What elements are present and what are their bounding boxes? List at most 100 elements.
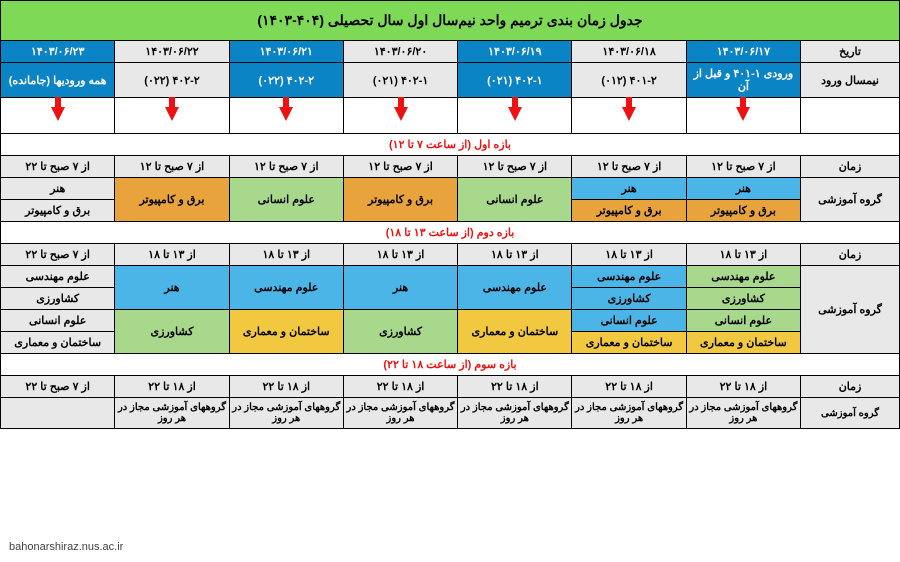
section-3-title: بازه سوم (از ساعت ۱۸ تا ۲۲) [1,354,900,376]
arrow-icon [508,107,522,121]
section-1-title: بازه اول (از ساعت ۷ تا ۱۲) [1,134,900,156]
arrow-icon [736,107,750,121]
date-3: ۱۴۰۳/۰۶/۲۰ [343,41,457,63]
s3-c6 [1,398,115,429]
date-1: ۱۴۰۳/۰۶/۱۸ [572,41,686,63]
s2-t2: از ۱۳ تا ۱۸ [458,244,572,266]
time-label: زمان [801,244,900,266]
s2-c0r1: علوم مهندسی [686,266,800,288]
s1-t3: از ۷ صبح تا ۱۲ [343,156,457,178]
s2-t1: از ۱۳ تا ۱۸ [572,244,686,266]
s2-c2r1: علوم مهندسی [458,266,572,310]
s2-t5: از ۱۳ تا ۱۸ [115,244,229,266]
entry-row: نیمسال ورود ورودی ۱-۴۰۱ و قبل از آن ۴۰۱-… [1,63,900,98]
s3-c3: گروههای آموزشی مجاز در هر روز [343,398,457,429]
arrow-icon [394,107,408,121]
s2-c6r2: کشاورزی [1,288,115,310]
s2-c2r3: ساختمان و معماری [458,310,572,354]
arrow-icon [51,107,65,121]
s1-t4: از ۷ صبح تا ۱۲ [229,156,343,178]
group-label: گروه آموزشی [801,266,900,354]
entry-1: ۴۰۱-۲ (۰۱۲) [572,63,686,98]
s3-t0: از ۱۸ تا ۲۲ [686,376,800,398]
s2-c1r2: کشاورزی [572,288,686,310]
date-4: ۱۴۰۳/۰۶/۲۱ [229,41,343,63]
s3-c0: گروههای آموزشی مجاز در هر روز [686,398,800,429]
date-2: ۱۴۰۳/۰۶/۱۹ [458,41,572,63]
s3-group-row: گروه آموزشی گروههای آموزشی مجاز در هر رو… [1,398,900,429]
s1-c4: علوم انسانی [229,178,343,222]
watermark: bahonarshiraz.nus.ac.ir [6,540,126,554]
title-row: جدول زمان بندی ترمیم واحد نیم‌سال اول سا… [1,1,900,41]
s1-c3: برق و کامپیوتر [343,178,457,222]
section-3-text: بازه سوم (از ساعت ۱۸ تا ۲۲) [383,359,516,371]
s3-time-row: زمان از ۱۸ تا ۲۲ از ۱۸ تا ۲۲ از ۱۸ تا ۲۲… [1,376,900,398]
s2-c4r3: ساختمان و معماری [229,310,343,354]
schedule-table: جدول زمان بندی ترمیم واحد نیم‌سال اول سا… [0,0,900,429]
s1-t2: از ۷ صبح تا ۱۲ [458,156,572,178]
s1-c2: علوم انسانی [458,178,572,222]
s1-c0b: برق و کامپیوتر [686,200,800,222]
s2-c5r1: هنر [115,266,229,310]
s2-t0: از ۱۳ تا ۱۸ [686,244,800,266]
s2-c6r1: علوم مهندسی [1,266,115,288]
s1-time-row: زمان از ۷ صبح تا ۱۲ از ۷ صبح تا ۱۲ از ۷ … [1,156,900,178]
s2-c0r3: علوم انسانی [686,310,800,332]
entry-0: ورودی ۱-۴۰۱ و قبل از آن [686,63,800,98]
s2-t4: از ۱۳ تا ۱۸ [229,244,343,266]
s2-c6r4: ساختمان و معماری [1,332,115,354]
entry-5: ۴۰۲-۲ (۰۲۲) [115,63,229,98]
s1-c6b: برق و کامپیوتر [1,200,115,222]
s2-c6r3: علوم انسانی [1,310,115,332]
s3-c5: گروههای آموزشی مجاز در هر روز [115,398,229,429]
s1-c5: برق و کامپیوتر [115,178,229,222]
date-5: ۱۴۰۳/۰۶/۲۲ [115,41,229,63]
s1-t1: از ۷ صبح تا ۱۲ [572,156,686,178]
section-2-title: بازه دوم (از ساعت ۱۳ تا ۱۸) [1,222,900,244]
s3-t3: از ۱۸ تا ۲۲ [343,376,457,398]
s2-r1: گروه آموزشی علوم مهندسی علوم مهندسی علوم… [1,266,900,288]
s1-t6: از ۷ صبح تا ۲۲ [1,156,115,178]
s1-t5: از ۷ صبح تا ۱۲ [115,156,229,178]
arrow-row [1,98,900,134]
date-0: ۱۴۰۳/۰۶/۱۷ [686,41,800,63]
s2-t6: از ۷ صبح تا ۲۲ [1,244,115,266]
s1-c6a: هنر [1,178,115,200]
s2-c0r2: کشاورزی [686,288,800,310]
arrow-icon [279,107,293,121]
entry-6: همه ورودیها (جامانده) [1,63,115,98]
section-1-text: بازه اول (از ساعت ۷ تا ۱۲) [389,139,511,151]
s3-t1: از ۱۸ تا ۲۲ [572,376,686,398]
section-2-text: بازه دوم (از ساعت ۱۳ تا ۱۸) [386,227,515,239]
s3-t6: از ۷ صبح تا ۲۲ [1,376,115,398]
time-label: زمان [801,376,900,398]
arrow-icon [622,107,636,121]
s2-r3: علوم انسانی علوم انسانی ساختمان و معماری… [1,310,900,332]
date-row: تاریخ ۱۴۰۳/۰۶/۱۷ ۱۴۰۳/۰۶/۱۸ ۱۴۰۳/۰۶/۱۹ ۱… [1,41,900,63]
entry-2: ۴۰۲-۱ (۰۲۱) [458,63,572,98]
entry-4: ۴۰۲-۲ (۰۲۲) [229,63,343,98]
s3-c4: گروههای آموزشی مجاز در هر روز [229,398,343,429]
date-6: ۱۴۰۳/۰۶/۲۳ [1,41,115,63]
s1-t0: از ۷ صبح تا ۱۲ [686,156,800,178]
entry-3: ۴۰۲-۱ (۰۲۱) [343,63,457,98]
s2-time-row: زمان از ۱۳ تا ۱۸ از ۱۳ تا ۱۸ از ۱۳ تا ۱۸… [1,244,900,266]
s1-c1a: هنر [572,178,686,200]
group-label: گروه آموزشی [801,398,900,429]
time-label: زمان [801,156,900,178]
s2-c1r4: ساختمان و معماری [572,332,686,354]
s2-c1r1: علوم مهندسی [572,266,686,288]
s2-c4r1: علوم مهندسی [229,266,343,310]
s2-c5r3: کشاورزی [115,310,229,354]
arrow-icon [165,107,179,121]
s1-c0a: هنر [686,178,800,200]
s3-t4: از ۱۸ تا ۲۲ [229,376,343,398]
s3-c2: گروههای آموزشی مجاز در هر روز [458,398,572,429]
date-label: تاریخ [801,41,900,63]
s2-c0r4: ساختمان و معماری [686,332,800,354]
page-title: جدول زمان بندی ترمیم واحد نیم‌سال اول سا… [1,1,900,41]
s3-t5: از ۱۸ تا ۲۲ [115,376,229,398]
s3-t2: از ۱۸ تا ۲۲ [458,376,572,398]
s1-c1b: برق و کامپیوتر [572,200,686,222]
entry-label: نیمسال ورود [801,63,900,98]
